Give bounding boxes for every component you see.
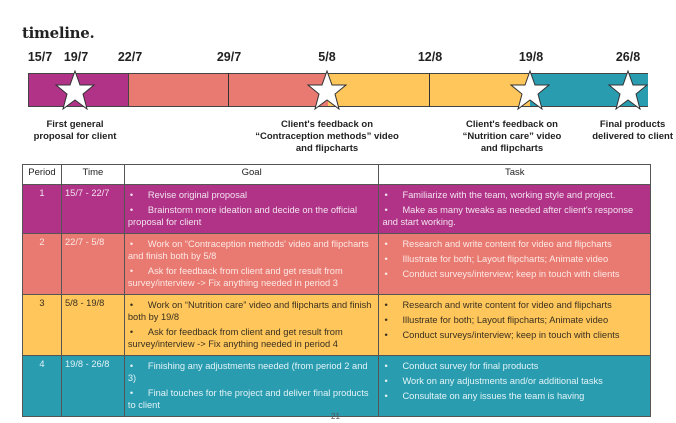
caption-line: “Contraception methods” video — [255, 131, 399, 142]
task-text: Conduct survey for final products — [402, 361, 539, 371]
star-icon — [306, 69, 348, 111]
task-text: Research and write content for video and… — [402, 239, 612, 249]
time-cell: 15/7 - 22/7 — [60, 184, 125, 234]
time-cell: 22/7 - 5/8 — [60, 233, 125, 295]
goal-text: Brainstorm more ideation and decide on t… — [127, 205, 358, 227]
task-item: Research and write content for video and… — [382, 299, 647, 311]
goal-text: Final touches for the project and delive… — [127, 388, 369, 410]
task-item: Make as many tweaks as needed after clie… — [382, 204, 647, 228]
milestone-caption: Client's feedback on “Nutrition care” vid… — [463, 119, 562, 155]
task-item: Illustrate for both; Layout flipcharts; … — [382, 253, 647, 265]
week-divider — [228, 73, 229, 107]
task-item: Conduct survey for final products — [382, 360, 647, 372]
caption-line: and flipcharts — [480, 143, 544, 154]
task-cell: Conduct survey for final products Work on… — [378, 355, 651, 417]
caption-line: proposal for client — [33, 131, 117, 142]
date-label: 26/8 — [615, 50, 641, 64]
task-text: Work on any adjustments and/or additiona… — [402, 376, 603, 386]
goal-text: Ask for feedback from client and get res… — [127, 327, 343, 349]
period-cell: 1 — [22, 184, 62, 234]
goal-item: Final touches for the project and delive… — [128, 387, 376, 411]
star-icon — [607, 69, 649, 111]
page-number: 21 — [331, 412, 340, 421]
week-divider — [429, 73, 430, 107]
task-text: Conduct surveys/interview; keep in touch… — [402, 330, 620, 340]
caption-line: “Nutrition care” video — [462, 131, 562, 142]
header-time: Time — [60, 164, 125, 185]
period-cell: 2 — [22, 233, 62, 295]
task-item: Familiarize with the team, working style… — [382, 189, 647, 201]
date-label: 29/7 — [216, 50, 242, 64]
task-item: Consultate on any issues the team is hav… — [382, 390, 647, 402]
goal-item: Finishing any adjustments needed (from p… — [128, 360, 376, 384]
caption-line: delivered to client — [592, 131, 673, 142]
date-label: 22/7 — [117, 50, 143, 64]
goal-text: Revise original proposal — [147, 190, 248, 200]
milestone-caption: Client's feedback on “Contraception metho… — [255, 119, 399, 155]
task-cell: Research and write content for video and… — [378, 294, 651, 356]
caption-line: Client's feedback on — [280, 119, 374, 130]
goal-text: Finishing any adjustments needed (from p… — [127, 361, 368, 383]
goal-item: Revise original proposal — [128, 189, 376, 201]
table-row: 35/8 - 19/8Work on “Nutrition care” vide… — [22, 294, 651, 356]
page-title: timeline. — [22, 24, 95, 42]
goal-cell: Revise original proposal Brainstorm more … — [123, 184, 380, 234]
table-row: 222/7 - 5/8Work on “Contraception method… — [22, 233, 651, 295]
period-cell: 4 — [22, 355, 62, 417]
task-item: Conduct surveys/interview; keep in touch… — [382, 329, 647, 341]
goal-cell: Finishing any adjustments needed (from p… — [123, 355, 380, 417]
task-text: Illustrate for both; Layout flipcharts; … — [402, 254, 609, 264]
time-cell: 5/8 - 19/8 — [60, 294, 125, 356]
goal-cell: Work on “Contraception methods' video an… — [123, 233, 380, 295]
schedule-table: Period Time Goal Task 115/7 - 22/7Revise… — [22, 164, 651, 417]
task-text: Illustrate for both; Layout flipcharts; … — [402, 315, 609, 325]
task-text: Make as many tweaks as needed after clie… — [382, 205, 634, 227]
goal-item: Brainstorm more ideation and decide on t… — [128, 204, 376, 228]
goal-item: Work on “Nutrition care” video and flipc… — [128, 299, 376, 323]
date-label: 12/8 — [417, 50, 443, 64]
star-icon — [54, 69, 96, 111]
goal-item: Ask for feedback from client and get res… — [128, 326, 376, 350]
task-text: Research and write content for video and… — [402, 300, 612, 310]
task-item: Conduct surveys/interview; keep in touch… — [382, 268, 647, 280]
period-cell: 3 — [22, 294, 62, 356]
caption-line: Final products — [599, 119, 666, 130]
date-label: 5/8 — [318, 50, 336, 64]
table-row: 419/8 - 26/8Finishing any adjustments ne… — [22, 355, 651, 417]
task-item: Research and write content for video and… — [382, 238, 647, 250]
task-item: Work on any adjustments and/or additiona… — [382, 375, 647, 387]
date-label: 19/8 — [518, 50, 544, 64]
time-cell: 19/8 - 26/8 — [60, 355, 125, 417]
task-text: Familiarize with the team, working style… — [402, 190, 616, 200]
milestone-caption: Final products delivered to client — [592, 119, 673, 143]
star-icon — [509, 69, 551, 111]
task-cell: Research and write content for video and… — [378, 233, 651, 295]
header-goal: Goal — [123, 164, 380, 185]
task-text: Conduct surveys/interview; keep in touch… — [402, 269, 620, 279]
caption-line: First general — [46, 119, 104, 130]
goal-text: Work on “Contraception methods' video an… — [127, 239, 369, 261]
goal-item: Work on “Contraception methods' video an… — [128, 238, 376, 262]
task-item: Illustrate for both; Layout flipcharts; … — [382, 314, 647, 326]
caption-line: and flipcharts — [295, 143, 359, 154]
goal-text: Ask for feedback from client and get res… — [127, 266, 343, 288]
milestone-caption: First general proposal for client — [34, 119, 117, 143]
caption-line: Client's feedback on — [465, 119, 558, 130]
table-row: 115/7 - 22/7 Revise original proposal Brai… — [22, 184, 651, 234]
date-label: 15/7 — [27, 50, 53, 64]
header-task: Task — [378, 164, 651, 185]
date-label: 19/7 — [63, 50, 89, 64]
task-cell: Familiarize with the team, working style… — [378, 184, 651, 234]
goal-text: Work on “Nutrition care” video and flipc… — [127, 300, 372, 322]
goal-item: Ask for feedback from client and get res… — [128, 265, 376, 289]
task-text: Consultate on any issues the team is hav… — [402, 391, 585, 401]
goal-cell: Work on “Nutrition care” video and flipc… — [123, 294, 380, 356]
header-period: Period — [22, 164, 62, 185]
